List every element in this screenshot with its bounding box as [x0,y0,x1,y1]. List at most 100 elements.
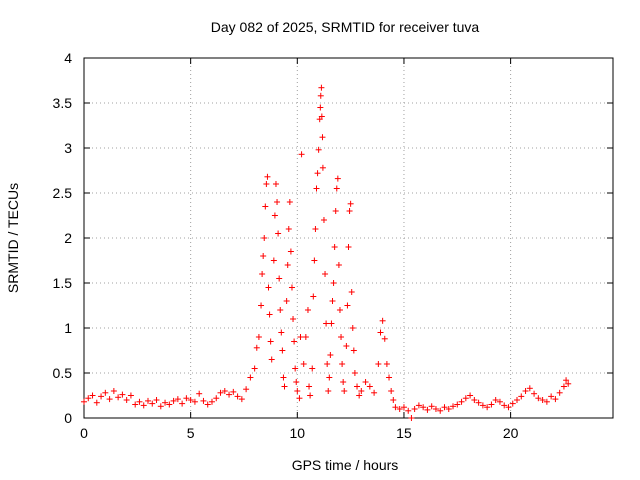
x-tick-label: 20 [503,425,519,441]
data-point [424,406,431,413]
data-point [479,402,486,409]
data-point [81,398,87,405]
data-point [243,386,250,393]
data-point [375,361,382,367]
data-point [291,338,298,345]
data-point [264,173,271,180]
y-tick-label: 1.5 [53,275,73,291]
data-point [266,311,273,318]
data-point [281,383,288,390]
chart-title: Day 082 of 2025, SRMTID for receiver tuv… [211,19,480,35]
data-point [346,208,353,214]
data-point [270,257,277,264]
data-point [221,388,228,394]
data-point [262,203,269,210]
data-point [251,365,258,372]
data-point [297,334,304,340]
data-point [258,302,265,309]
data-point [371,389,378,396]
data-point [329,298,336,304]
data-point [454,401,461,408]
data-point [366,383,373,390]
data-point [484,404,491,411]
data-point [294,388,301,394]
data-point [285,226,292,232]
data-point [276,275,283,282]
data-point [392,404,399,411]
data-point [157,403,164,410]
data-point [268,356,275,363]
data-point [265,284,272,291]
data-point [450,403,457,410]
y-tick-label: 3 [64,140,72,156]
data-point [327,352,334,358]
y-tick-label: 2 [64,230,72,246]
y-tick-label: 0 [64,410,72,426]
data-point [317,104,324,111]
data-point [556,389,563,396]
data-point [388,388,395,394]
data-point [514,397,521,403]
data-point [196,390,203,397]
axis-ticks: 0 5 10 15 20 0 0.5 1 1.5 2 2.5 3 3.5 4 [53,50,613,441]
data-point [271,212,278,219]
data-point [162,399,169,406]
data-point [475,399,482,406]
data-point [89,392,96,399]
data-point [286,199,293,205]
y-axis-label: SRMTID / TECUs [5,183,21,293]
data-point [386,374,393,381]
data-point [110,388,117,394]
data-point [339,361,346,367]
data-point [253,344,260,351]
data-point [153,397,160,403]
data-point [279,347,286,354]
data-point [179,400,186,407]
data-point [307,392,314,399]
data-point [127,392,134,399]
data-point [314,170,321,177]
data-point [166,401,173,408]
data-point [230,388,237,395]
data-point [323,320,330,327]
data-point [93,399,100,406]
data-point [400,404,407,411]
data-point [420,404,427,411]
data-point [272,181,279,187]
data-point [322,271,329,277]
data-point [492,397,499,403]
data-point [526,385,533,392]
data-point [275,230,282,237]
data-point [396,406,403,412]
data-point [274,199,281,205]
data-point [535,395,542,402]
data-point [226,391,233,398]
data-point [102,389,109,396]
data-point [348,289,355,295]
y-tick-label: 1 [64,320,72,336]
data-point [441,404,448,411]
data-point [170,397,177,404]
data-point [324,361,331,367]
data-point [411,406,418,412]
data-point [319,134,326,141]
data-point [318,113,325,120]
data-point [260,253,267,259]
data-point [334,175,341,182]
data-point [345,244,352,250]
data-point [336,307,343,313]
data-point [349,325,356,331]
data-point [302,334,309,340]
data-point [356,392,363,399]
data-point [263,181,270,187]
data-point [351,370,358,376]
data-point [132,401,139,408]
data-point [298,151,305,158]
data-point [217,389,224,396]
data-point [379,317,386,324]
data-point [408,415,415,421]
data-points [81,84,572,421]
data-point [149,400,156,407]
data-point [313,185,320,192]
